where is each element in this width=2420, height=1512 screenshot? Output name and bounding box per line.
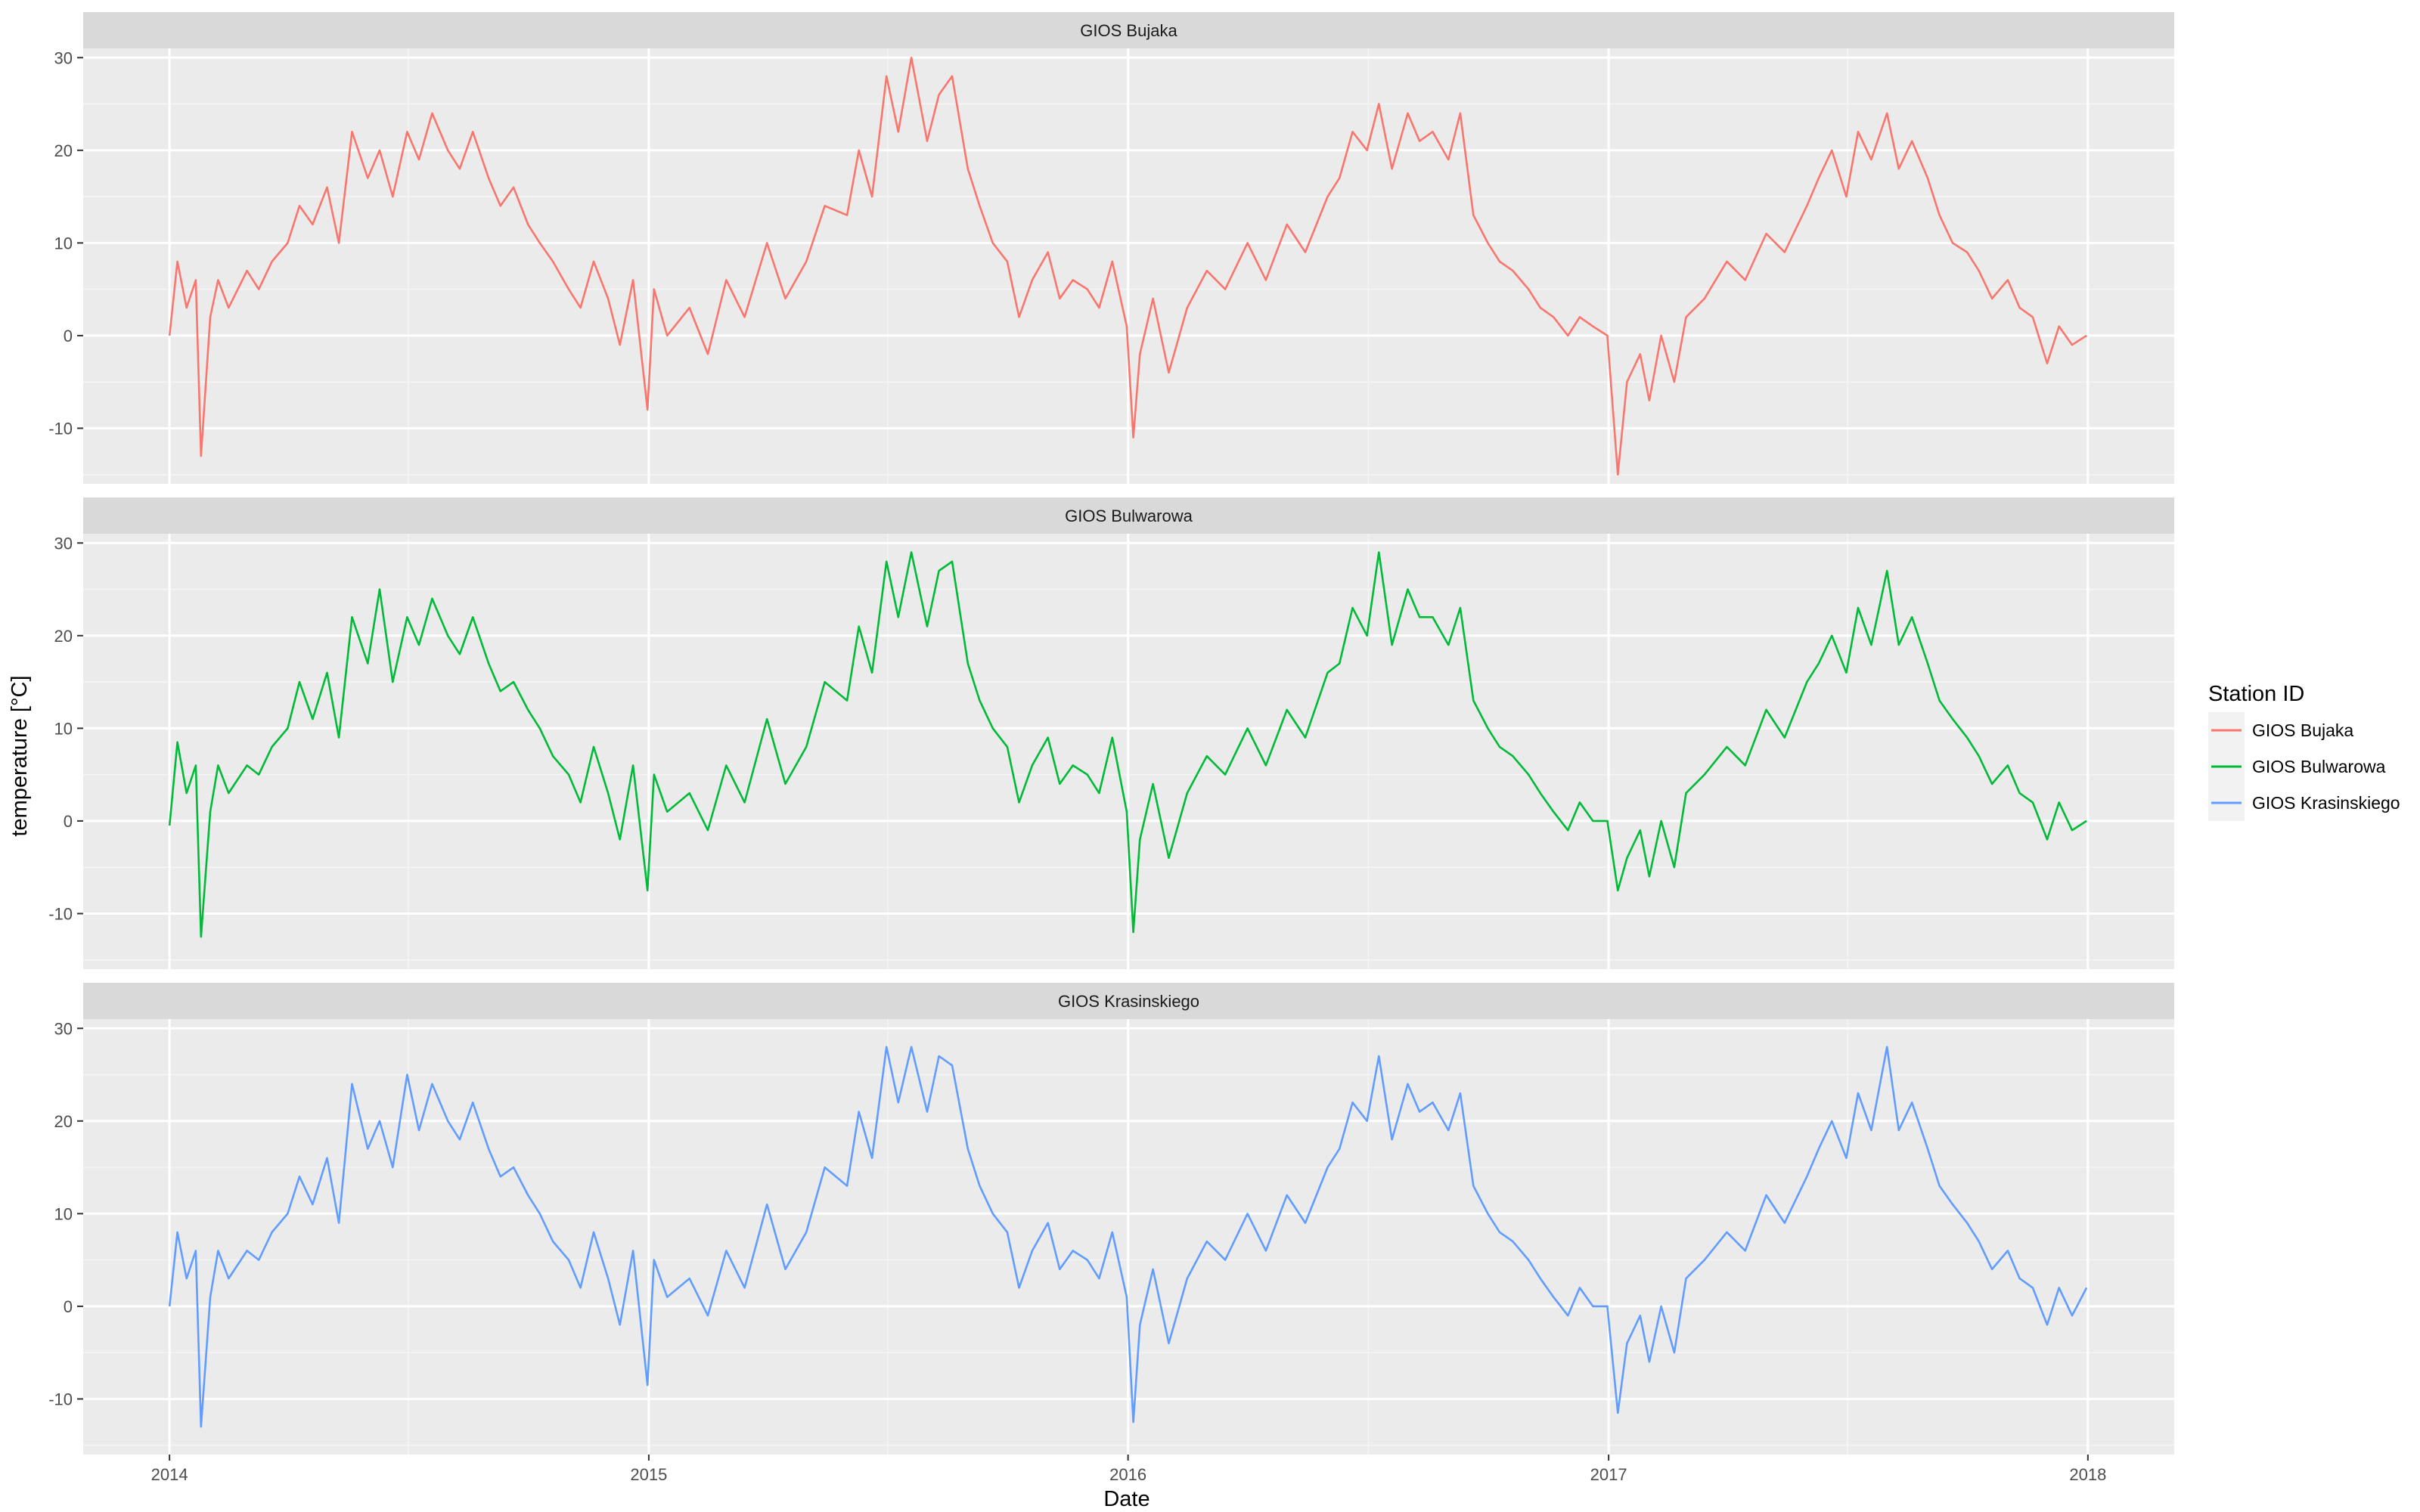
y-tick-label: 10	[54, 719, 73, 738]
legend-keys: GIOS Bujaka GIOS Bulwarowa GIOS Krasinskie…	[2208, 712, 2400, 821]
facet-panel: GIOS Bujaka -10 0 10 20 30	[48, 12, 2174, 484]
facet-strip	[83, 497, 2174, 534]
facet-strip	[83, 12, 2174, 48]
series-line	[168, 551, 2087, 938]
legend-item: GIOS Bulwarowa	[2208, 748, 2386, 785]
series-line	[168, 57, 2087, 476]
facet-panels: GIOS Bujaka -10 0 10 20 30 GIOS Bulwarowa -10 0 1…	[48, 12, 2174, 1484]
legend-label: GIOS Krasinskiego	[2252, 793, 2400, 813]
legend-item: GIOS Bujaka	[2208, 712, 2353, 748]
legend-label: GIOS Bulwarowa	[2252, 757, 2386, 776]
y-tick-label: -10	[48, 904, 73, 923]
y-axis-title: temperature [°C]	[8, 675, 32, 836]
x-tick-label: 2014	[151, 1465, 188, 1484]
y-tick-label: 10	[54, 1204, 73, 1223]
facet-strip-label: GIOS Bujaka	[1080, 21, 1177, 40]
facet-panel: GIOS Krasinskiego -10 0 10 20 30 2014 2015 2016 2…	[48, 983, 2174, 1484]
y-tick-label: 30	[54, 48, 73, 67]
facet-strip-label: GIOS Krasinskiego	[1058, 992, 1199, 1011]
y-tick-label: 0	[64, 1297, 73, 1316]
x-tick-label: 2018	[2069, 1465, 2106, 1484]
y-tick-label: 10	[54, 234, 73, 253]
y-tick-label: 0	[64, 327, 73, 345]
legend-title: Station ID	[2208, 682, 2304, 706]
y-tick-label: 30	[54, 534, 73, 553]
y-tick-label: 0	[64, 812, 73, 831]
y-tick-label: -10	[48, 1390, 73, 1408]
y-tick-label: 30	[54, 1019, 73, 1038]
y-tick-label: -10	[48, 419, 73, 438]
y-tick-label: 20	[54, 141, 73, 160]
facet-strip	[83, 983, 2174, 1019]
y-tick-label: 20	[54, 627, 73, 646]
legend-item: GIOS Krasinskiego	[2208, 785, 2400, 821]
series-line	[168, 1046, 2088, 1428]
facet-panel: GIOS Bulwarowa -10 0 10 20 30	[48, 497, 2174, 969]
x-tick-label: 2017	[1590, 1465, 1627, 1484]
x-axis-title: Date	[1103, 1487, 1150, 1511]
y-tick-label: 20	[54, 1112, 73, 1131]
x-tick-label: 2016	[1109, 1465, 1146, 1484]
x-tick-label: 2015	[630, 1465, 667, 1484]
facet-strip-label: GIOS Bulwarowa	[1065, 507, 1193, 525]
legend-label: GIOS Bujaka	[2252, 720, 2353, 740]
